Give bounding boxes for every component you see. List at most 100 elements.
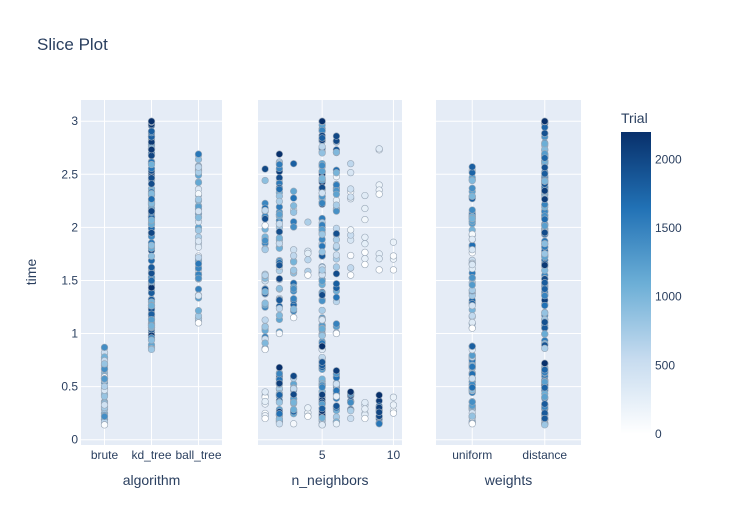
data-point xyxy=(318,149,326,157)
panel-algorithm: brute kd_tree ball_tree algorithm 0 0.5 1 1.5 2 2… xyxy=(61,100,222,488)
data-point xyxy=(100,375,109,383)
data-point xyxy=(261,221,269,230)
data-point xyxy=(275,197,283,205)
data-point xyxy=(318,291,326,299)
data-point xyxy=(468,177,476,185)
data-point xyxy=(375,255,383,263)
data-point xyxy=(290,187,298,195)
data-point xyxy=(100,412,109,421)
data-point xyxy=(318,325,326,333)
data-point xyxy=(318,316,326,324)
data-point xyxy=(332,201,341,209)
data-point xyxy=(275,220,283,228)
data-point xyxy=(318,414,326,422)
colorbar-tick-label: 500 xyxy=(655,358,675,372)
data-point xyxy=(147,207,156,215)
data-point xyxy=(100,343,109,351)
data-point xyxy=(290,246,298,254)
x-tick-label: kd_tree xyxy=(131,448,171,462)
data-point xyxy=(468,363,476,371)
data-point xyxy=(361,260,369,269)
data-point xyxy=(541,215,549,223)
data-point xyxy=(541,222,549,230)
data-point xyxy=(541,170,549,178)
data-point xyxy=(261,299,269,307)
data-point xyxy=(318,277,326,285)
data-point xyxy=(375,145,383,153)
data-point xyxy=(468,274,476,282)
data-point xyxy=(275,329,283,338)
data-point xyxy=(361,255,369,263)
data-point xyxy=(332,207,341,215)
data-point xyxy=(304,256,312,264)
data-point xyxy=(332,148,341,156)
data-point xyxy=(541,117,549,125)
data-point xyxy=(541,187,549,195)
data-point xyxy=(304,412,312,420)
data-point xyxy=(332,263,341,271)
data-point xyxy=(261,237,269,245)
data-point xyxy=(147,229,156,237)
data-point xyxy=(468,412,476,420)
data-point xyxy=(332,367,341,375)
data-point xyxy=(468,374,476,383)
data-point xyxy=(290,202,298,210)
data-point xyxy=(541,421,549,429)
data-point xyxy=(541,129,549,137)
x-tick-label: brute xyxy=(91,448,119,462)
data-point xyxy=(389,409,398,417)
data-point xyxy=(347,185,355,193)
data-point xyxy=(194,285,203,293)
data-point xyxy=(318,161,326,170)
data-point xyxy=(275,185,283,193)
data-point xyxy=(147,216,156,224)
data-point xyxy=(100,360,109,368)
plot-background xyxy=(436,100,581,445)
data-point xyxy=(389,252,398,260)
data-point xyxy=(389,238,398,246)
data-point xyxy=(468,383,476,392)
data-point xyxy=(332,280,341,288)
data-point xyxy=(361,240,369,248)
data-point xyxy=(194,243,203,251)
data-point xyxy=(375,266,383,274)
data-point xyxy=(347,388,355,396)
y-tick-label: 2 xyxy=(71,220,78,234)
data-point xyxy=(261,323,269,331)
data-point xyxy=(361,233,369,241)
data-point xyxy=(347,251,355,260)
data-point xyxy=(290,266,298,274)
data-point xyxy=(318,332,326,340)
data-point xyxy=(290,314,298,322)
data-point xyxy=(318,174,326,182)
data-point xyxy=(347,271,355,279)
data-point xyxy=(541,240,549,248)
colorbar-title: Trial xyxy=(621,110,648,126)
panel-n-neighbors: 5 10 n_neighbors xyxy=(258,100,402,488)
data-point xyxy=(332,270,341,278)
colorbar-tick-label: 0 xyxy=(655,427,662,441)
data-point xyxy=(194,237,203,245)
chart-panels: brute kd_tree ball_tree algorithm 0 0.5 1 1.5 2 2… xyxy=(61,100,581,488)
data-point xyxy=(332,420,341,428)
data-point xyxy=(347,398,355,407)
data-point xyxy=(347,193,355,201)
data-point xyxy=(541,140,549,148)
data-point xyxy=(275,304,283,313)
data-point xyxy=(275,420,283,428)
data-point xyxy=(361,405,369,413)
x-axis-label: n_neighbors xyxy=(291,472,368,488)
data-point xyxy=(100,421,109,429)
data-point xyxy=(375,190,383,198)
data-point xyxy=(468,206,476,214)
data-point xyxy=(275,284,283,293)
x-tick-label: 10 xyxy=(387,448,401,462)
data-point xyxy=(147,277,156,285)
data-point xyxy=(275,311,283,319)
data-point xyxy=(261,339,269,347)
data-point xyxy=(318,230,326,238)
data-point xyxy=(541,318,549,326)
data-point xyxy=(541,366,549,374)
y-tick-label: 0 xyxy=(71,433,78,447)
